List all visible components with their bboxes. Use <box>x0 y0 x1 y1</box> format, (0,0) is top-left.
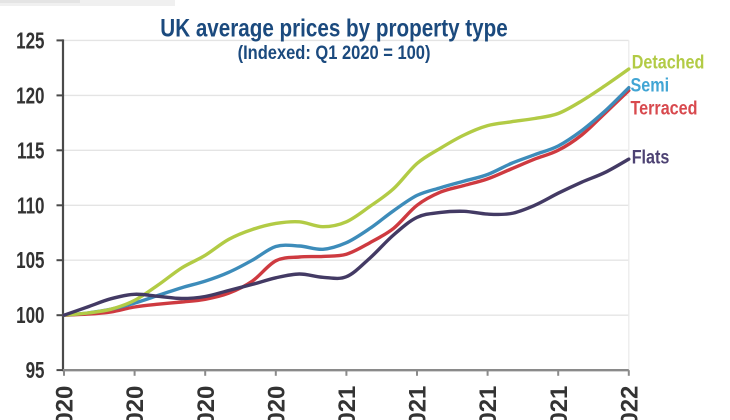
svg-text:Detached: Detached <box>632 51 705 73</box>
svg-text:2020: 2020 <box>193 386 220 420</box>
svg-text:2020: 2020 <box>263 386 290 420</box>
svg-text:Semi: Semi <box>631 74 670 96</box>
svg-text:100: 100 <box>16 304 44 329</box>
svg-text:2020: 2020 <box>52 386 79 420</box>
svg-text:95: 95 <box>26 359 45 384</box>
svg-text:Flats: Flats <box>632 146 670 168</box>
svg-text:115: 115 <box>17 139 44 164</box>
svg-text:110: 110 <box>17 194 44 219</box>
svg-text:2020: 2020 <box>122 386 149 420</box>
svg-text:Terraced: Terraced <box>631 97 698 119</box>
svg-text:105: 105 <box>16 249 44 274</box>
svg-text:120: 120 <box>16 84 44 109</box>
svg-text:UK average prices by property: UK average prices by property type <box>160 14 507 42</box>
svg-text:2021: 2021 <box>475 386 502 420</box>
svg-text:(Indexed: Q1 2020 = 100): (Indexed: Q1 2020 = 100) <box>238 42 431 63</box>
svg-text:125: 125 <box>16 29 44 54</box>
svg-text:2021: 2021 <box>405 386 432 420</box>
svg-text:2022: 2022 <box>616 386 643 420</box>
svg-text:2021: 2021 <box>334 386 361 420</box>
svg-text:2021: 2021 <box>546 386 573 420</box>
